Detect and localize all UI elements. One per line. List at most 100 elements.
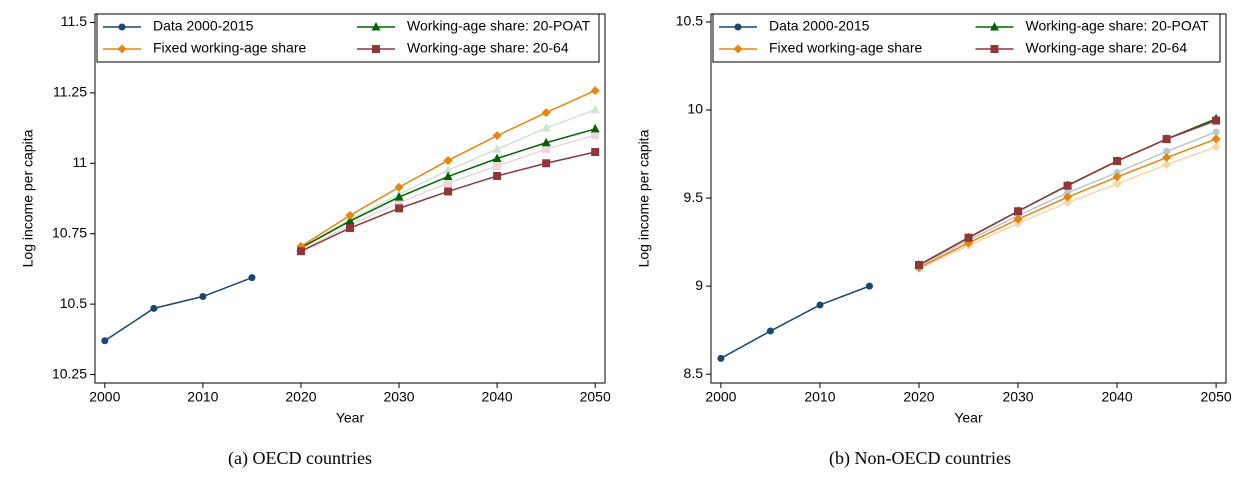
data-point xyxy=(150,304,158,312)
data-point xyxy=(346,224,354,233)
x-tick-label: 2000 xyxy=(705,389,736,405)
data-point xyxy=(493,162,502,171)
legend-marker xyxy=(371,22,381,31)
data-point xyxy=(394,182,404,192)
y-tick-label: 11 xyxy=(72,154,87,170)
data-point xyxy=(443,165,453,174)
data-point xyxy=(345,216,355,225)
data-point xyxy=(717,354,725,362)
data-point xyxy=(395,198,404,207)
y-tick-label: 11.5 xyxy=(61,13,87,29)
data-point xyxy=(248,274,256,282)
data-point xyxy=(541,108,551,118)
data-point xyxy=(345,210,355,220)
data-point xyxy=(964,233,973,242)
legend-label: Fixed working-age share xyxy=(153,40,307,56)
y-tick-label: 10.5 xyxy=(60,295,87,311)
data-point xyxy=(1013,214,1023,224)
legend-label: Fixed working-age share xyxy=(769,40,923,56)
data-point xyxy=(443,171,453,181)
data-point xyxy=(1063,192,1073,202)
plot-frame xyxy=(94,13,606,384)
data-point xyxy=(443,155,453,165)
data-point xyxy=(766,327,774,335)
caption: (a) OECD countries xyxy=(228,448,372,469)
data-point xyxy=(1014,207,1023,216)
y-tick-label: 10.25 xyxy=(52,365,87,381)
data-point xyxy=(1063,181,1072,190)
data-point xyxy=(591,131,600,140)
y-tick-label: 10.5 xyxy=(676,13,703,29)
x-tick-label: 2050 xyxy=(1201,389,1232,405)
data-point xyxy=(444,187,453,196)
x-tick-label: 2020 xyxy=(285,389,316,405)
legend-marker xyxy=(118,23,126,31)
data-point xyxy=(444,179,453,188)
data-point xyxy=(590,86,600,96)
y-tick-label: 8.5 xyxy=(684,365,704,381)
data-point xyxy=(1211,134,1221,144)
data-point xyxy=(1113,157,1122,166)
data-point xyxy=(101,337,109,345)
data-point xyxy=(591,148,600,157)
series-line xyxy=(918,146,1217,270)
y-tick-label: 10.75 xyxy=(52,224,87,240)
legend-marker xyxy=(117,44,127,54)
legend-marker xyxy=(990,22,999,31)
legend-label: Working-age share: 20-POAT xyxy=(407,18,591,34)
legend-box xyxy=(96,13,600,63)
data-point xyxy=(492,153,502,163)
data-point xyxy=(914,260,923,269)
y-axis-label: Log income per capita xyxy=(636,129,652,267)
legend-marker xyxy=(990,45,999,53)
x-tick-label: 2010 xyxy=(804,389,835,405)
legend-label: Working-age share: 20-POAT xyxy=(1026,18,1210,34)
series-line xyxy=(104,276,253,342)
series-line xyxy=(720,285,870,359)
y-tick-label: 10 xyxy=(687,101,703,117)
data-point xyxy=(1162,160,1172,170)
data-point xyxy=(296,247,305,256)
data-point xyxy=(816,301,824,309)
legend-marker xyxy=(733,44,743,54)
y-tick-label: 11.25 xyxy=(53,84,87,100)
plot-frame xyxy=(710,13,1227,384)
x-tick-label: 2040 xyxy=(1101,389,1132,405)
data-point xyxy=(1163,147,1171,155)
data-point xyxy=(199,293,207,301)
y-tick-label: 9.5 xyxy=(684,189,704,205)
x-tick-label: 2030 xyxy=(1002,389,1033,405)
y-axis-label: Log income per capita xyxy=(20,129,36,267)
data-point xyxy=(865,282,873,290)
data-point xyxy=(493,171,502,180)
data-point xyxy=(541,137,551,147)
data-point xyxy=(1112,172,1122,182)
data-point xyxy=(1162,135,1171,144)
data-point xyxy=(590,123,600,133)
x-axis-label: Year xyxy=(336,410,365,426)
x-tick-label: 2000 xyxy=(89,389,120,405)
legend-label: Data 2000-2015 xyxy=(153,18,254,34)
x-tick-label: 2020 xyxy=(903,389,934,405)
x-tick-label: 2040 xyxy=(482,389,513,405)
x-tick-label: 2010 xyxy=(187,389,218,405)
y-tick-label: 9 xyxy=(695,277,703,293)
legend-label: Working-age share: 20-64 xyxy=(407,40,569,56)
data-point xyxy=(492,144,502,153)
data-point xyxy=(1212,128,1220,136)
data-point xyxy=(1211,142,1221,152)
data-point xyxy=(590,104,600,114)
data-point xyxy=(394,192,404,201)
legend-label: Working-age share: 20-64 xyxy=(1026,40,1188,56)
data-point xyxy=(395,204,404,213)
x-tick-label: 2030 xyxy=(383,389,414,405)
legend-label: Data 2000-2015 xyxy=(769,18,870,34)
data-point xyxy=(1162,153,1172,163)
data-point xyxy=(1112,179,1122,189)
data-point xyxy=(542,159,551,168)
data-point xyxy=(541,123,551,132)
legend-marker xyxy=(372,45,380,53)
data-point xyxy=(492,131,502,141)
x-tick-label: 2050 xyxy=(580,389,611,405)
